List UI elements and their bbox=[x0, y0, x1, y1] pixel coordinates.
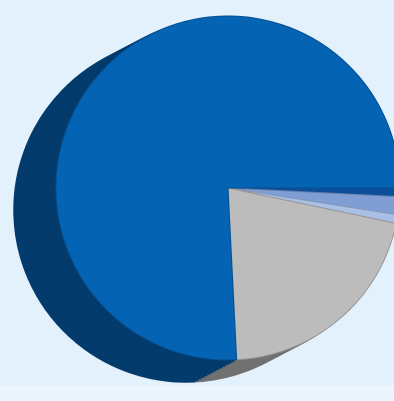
pie-slice-5[interactable] bbox=[55, 15, 394, 361]
pie-slice-4[interactable] bbox=[227, 187, 394, 361]
pie-slice-2[interactable] bbox=[227, 187, 394, 215]
chart-background-band bbox=[0, 385, 394, 401]
